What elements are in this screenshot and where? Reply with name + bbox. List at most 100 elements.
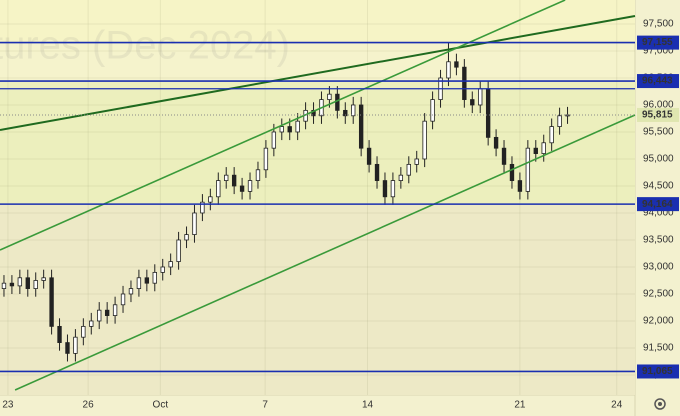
candle-body	[478, 88, 483, 106]
watermark: tures (Dec 2024)	[0, 24, 290, 68]
y-tick-label: 94,000	[643, 208, 674, 219]
zone	[0, 204, 635, 395]
candle-body	[184, 234, 189, 241]
time-axis	[0, 395, 635, 416]
candle-body	[271, 131, 277, 149]
candle-body	[287, 126, 292, 133]
candle-body	[509, 163, 515, 181]
settings-icon-center	[658, 402, 662, 406]
trendline	[14, 114, 636, 391]
candle-body	[1, 282, 7, 289]
y-tick-label: 92,500	[643, 289, 674, 300]
candle-body	[351, 104, 356, 117]
candle-body	[517, 180, 523, 192]
candle-body	[414, 158, 419, 165]
candle-body	[81, 325, 86, 338]
y-tick-label: 97,000	[643, 46, 674, 57]
y-tick-label: 93,500	[643, 235, 674, 246]
candle-body	[41, 277, 46, 281]
candle-body	[216, 180, 221, 198]
candle-body	[168, 261, 173, 268]
candle-body	[358, 104, 364, 149]
level-tag	[637, 74, 679, 89]
candle-body	[430, 99, 435, 122]
candle-body	[224, 174, 229, 181]
candle-body	[112, 304, 118, 316]
candle-body	[263, 147, 269, 171]
candle-body	[557, 115, 562, 127]
candle-body	[493, 136, 499, 149]
y-tick-label: 95,500	[643, 127, 674, 138]
level-label: 91,065	[642, 366, 673, 377]
candle-body	[231, 174, 237, 187]
settings-icon[interactable]	[654, 398, 666, 410]
level-tag	[637, 35, 679, 50]
x-tick-label: 14	[362, 400, 374, 411]
candle-body	[25, 277, 30, 289]
candle-body	[239, 185, 245, 192]
y-tick-label: 95,000	[643, 154, 674, 165]
candle-body	[485, 88, 491, 138]
candle-body	[104, 309, 110, 316]
candle-body	[382, 180, 388, 198]
candle-body	[97, 309, 102, 322]
candle-body	[541, 142, 546, 154]
candle-body	[208, 196, 213, 203]
candle-body	[446, 61, 451, 79]
x-tick-label: 26	[83, 400, 95, 411]
last-price-label: 95,815	[642, 110, 673, 121]
candle-body	[247, 180, 253, 192]
candle-body	[549, 126, 554, 144]
last-price-tag	[637, 107, 679, 122]
level-tag	[637, 197, 679, 212]
candle-body	[136, 277, 142, 289]
level-label: 94,164	[642, 199, 673, 210]
candle-body	[176, 239, 181, 262]
candle-body	[470, 99, 475, 106]
trendline	[0, 15, 636, 131]
candle-body	[120, 293, 126, 306]
candle-body	[49, 277, 54, 327]
x-tick-label: 23	[2, 400, 14, 411]
candle-body	[192, 212, 197, 235]
candle-body	[422, 120, 427, 160]
y-tick-label: 93,000	[643, 262, 674, 273]
y-tick-label: 91,500	[643, 343, 674, 354]
y-tick-label: 92,000	[643, 316, 674, 327]
candle-body	[295, 120, 300, 133]
candle-body	[343, 109, 348, 117]
x-tick-label: 7	[262, 400, 268, 411]
candle-body	[33, 280, 38, 289]
candle-body	[533, 147, 538, 154]
candle-body	[128, 288, 134, 295]
candle-body	[73, 336, 78, 354]
x-tick-label: 21	[514, 400, 526, 411]
y-tick-label: 94,500	[643, 181, 674, 192]
candle-body	[374, 163, 380, 181]
candle-body	[525, 147, 531, 192]
candle-body	[390, 180, 396, 198]
level-label: 96,443	[642, 76, 673, 87]
candle-body	[9, 282, 15, 287]
candle-body	[255, 169, 261, 181]
trendline	[0, 0, 566, 251]
candle-body	[65, 342, 70, 354]
candle-body	[17, 277, 23, 287]
candle-body	[89, 320, 94, 327]
candle-body	[311, 109, 316, 117]
candle-body	[144, 277, 150, 284]
candle-body	[279, 126, 284, 133]
candle-body	[501, 147, 507, 165]
x-tick-label: Oct	[153, 400, 169, 411]
candle-body	[327, 93, 332, 100]
candle-body	[462, 66, 467, 100]
candle-body	[200, 201, 205, 214]
y-tick-label: 97,500	[643, 19, 674, 30]
candle-body	[152, 271, 157, 284]
candle-body	[454, 61, 459, 68]
y-tick-label: 96,000	[643, 100, 674, 111]
candle-body	[57, 325, 62, 343]
x-tick-label: 24	[611, 400, 623, 411]
